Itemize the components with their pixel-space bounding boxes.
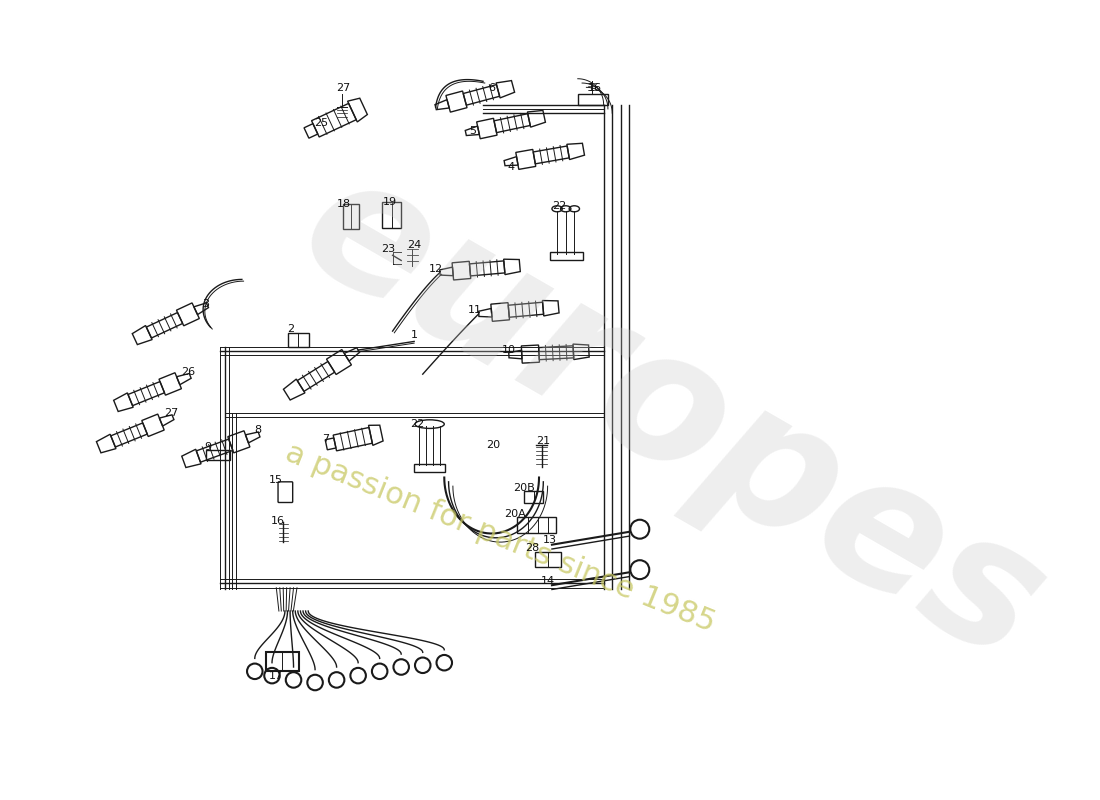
Text: 13: 13 (543, 535, 558, 546)
Text: a passion for parts since 1985: a passion for parts since 1985 (282, 438, 719, 638)
Text: 19: 19 (383, 197, 397, 207)
Text: 27: 27 (337, 83, 351, 94)
Text: 15: 15 (270, 475, 284, 485)
Text: 23: 23 (382, 244, 395, 254)
Text: 5: 5 (470, 126, 476, 136)
Text: 18: 18 (337, 198, 351, 209)
Text: 20B: 20B (513, 483, 535, 493)
Text: 2: 2 (287, 324, 295, 334)
Text: 26: 26 (182, 367, 196, 378)
Text: 9: 9 (204, 442, 211, 452)
Text: 16: 16 (271, 515, 285, 526)
Text: 12: 12 (429, 264, 442, 274)
Text: 10: 10 (502, 345, 516, 355)
Text: 21: 21 (537, 436, 550, 446)
Text: 27: 27 (164, 408, 178, 418)
Text: 14: 14 (540, 576, 554, 586)
Text: 7: 7 (322, 434, 329, 444)
Text: 20A: 20A (504, 509, 526, 518)
Text: 16: 16 (588, 83, 602, 94)
Text: 22: 22 (552, 202, 567, 211)
Text: 24: 24 (407, 240, 421, 250)
Text: 3: 3 (202, 298, 209, 309)
Text: 4: 4 (507, 162, 514, 173)
Text: 6: 6 (488, 83, 495, 94)
Text: 28: 28 (525, 543, 539, 553)
Text: 11: 11 (468, 305, 482, 314)
Text: 8: 8 (254, 425, 261, 435)
Text: 17: 17 (270, 670, 284, 681)
Text: 20: 20 (486, 440, 500, 450)
Text: 1: 1 (410, 330, 418, 341)
Text: 25: 25 (314, 118, 328, 128)
Text: europes: europes (272, 135, 1072, 699)
Text: 22: 22 (410, 419, 425, 429)
